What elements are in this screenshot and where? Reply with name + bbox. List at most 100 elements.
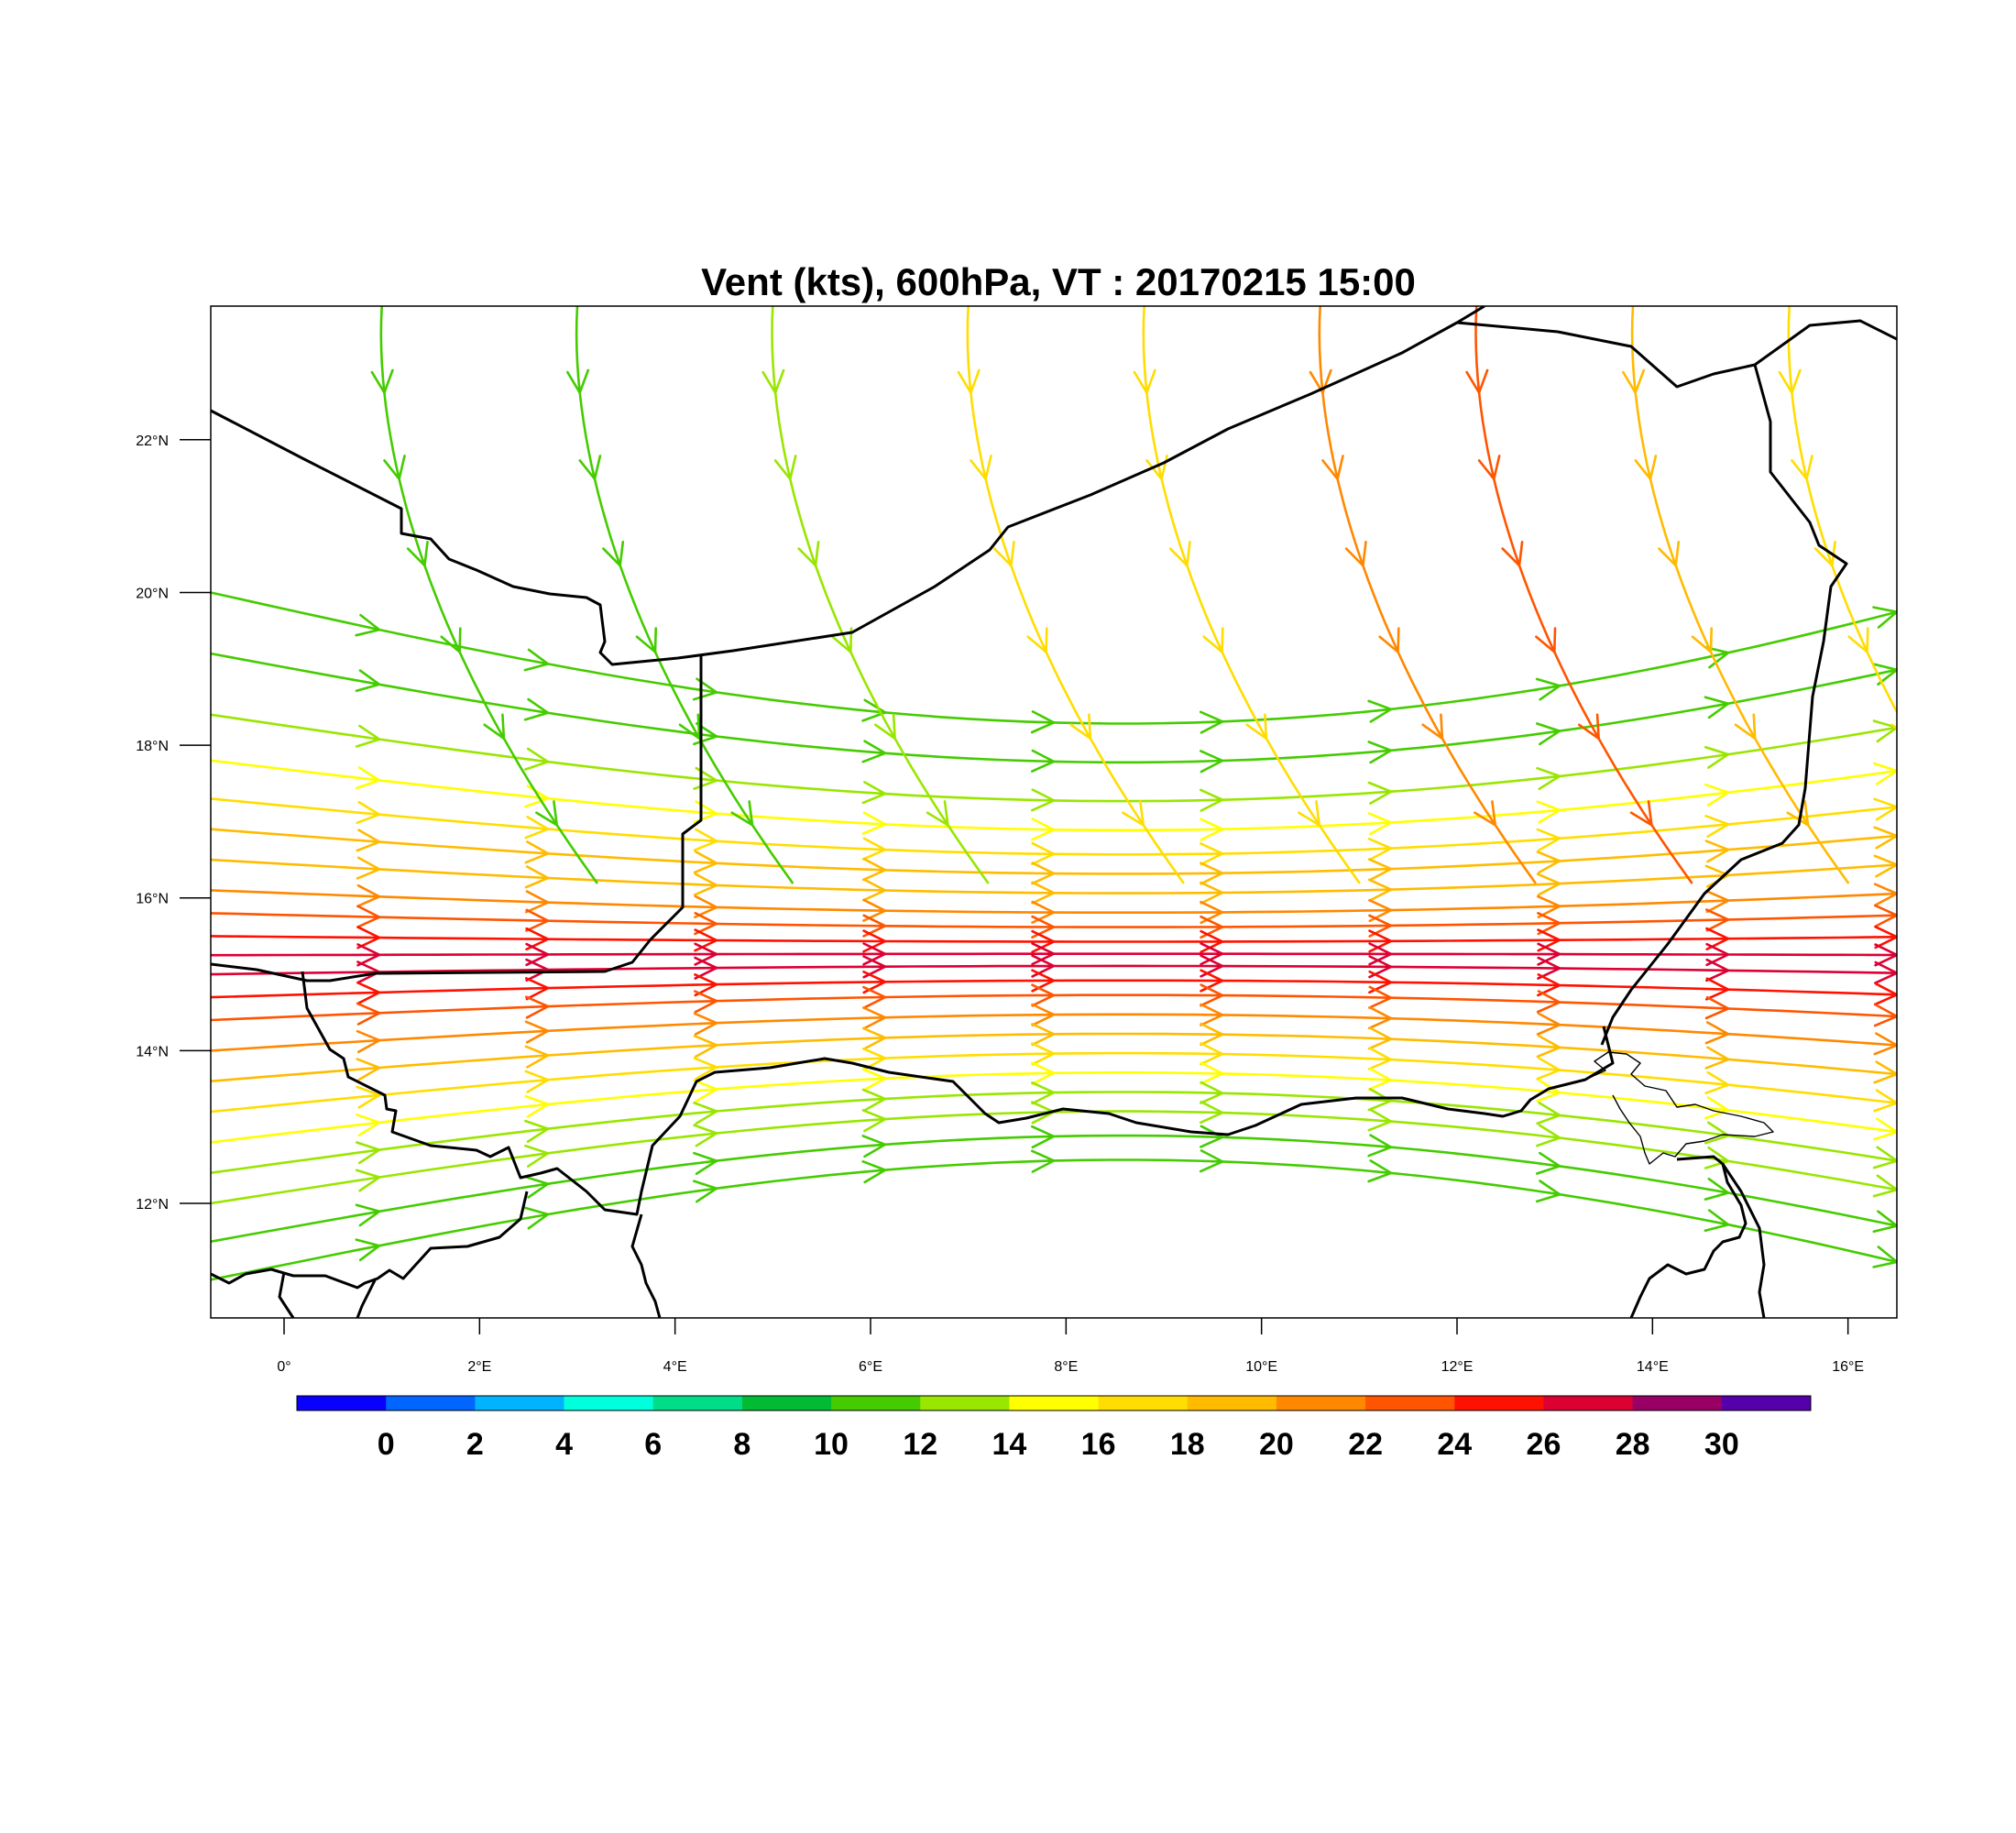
- border-benin-nigeria: [630, 1213, 662, 1318]
- wind-arrowhead: [1368, 1005, 1393, 1030]
- zonal-streamline: [211, 1013, 1897, 1052]
- wind-arrowhead: [1200, 1100, 1224, 1125]
- wind-arrowhead: [356, 1002, 381, 1026]
- colorbar-swatch: [386, 1396, 476, 1410]
- wind-arrowhead: [861, 698, 887, 722]
- wind-arrowhead: [1705, 942, 1730, 967]
- wind-arrowhead: [1537, 956, 1561, 980]
- wind-arrowhead: [1874, 904, 1897, 927]
- colorbar-swatch: [831, 1396, 921, 1410]
- wind-arrowhead: [730, 800, 754, 827]
- wind-arrowhead: [523, 697, 550, 721]
- wind-arrowhead: [1200, 1061, 1224, 1085]
- colorbar-label: 24: [1437, 1427, 1472, 1462]
- wind-arrowhead: [862, 971, 887, 994]
- wind-arrowhead: [356, 981, 381, 1005]
- wind-arrowhead: [1873, 883, 1897, 906]
- wind-arrowhead: [1704, 1121, 1730, 1145]
- wind-arrowhead: [1309, 368, 1332, 394]
- wind-arrowhead: [1368, 985, 1393, 1009]
- northerly-streamline: [1318, 306, 1537, 884]
- colorbar-swatch: [652, 1396, 743, 1410]
- wind-arrowhead: [1477, 455, 1501, 480]
- wind-arrowhead: [1200, 983, 1224, 1007]
- border-cameroon-chad: [1721, 1163, 1766, 1318]
- wind-arrowhead: [992, 541, 1015, 567]
- wind-arrowhead: [1200, 929, 1224, 953]
- wind-arrowhead: [1378, 627, 1400, 653]
- wind-arrowhead: [1367, 858, 1393, 882]
- wind-arrowhead: [524, 865, 550, 889]
- wind-arrowhead: [1031, 1081, 1056, 1105]
- colorbar-swatch: [1276, 1396, 1366, 1410]
- wind-arrowhead: [1873, 1117, 1897, 1141]
- wind-arrowhead: [1873, 1089, 1897, 1113]
- lat-tick-label: 16°N: [136, 892, 169, 907]
- wind-arrowhead: [1367, 699, 1393, 723]
- wind-arrowhead: [693, 851, 718, 874]
- wind-arrowhead: [1031, 818, 1056, 841]
- northerly-streamline: [1474, 306, 1693, 884]
- wind-arrowhead: [355, 1203, 381, 1227]
- wind-arrowhead: [1536, 1151, 1561, 1175]
- wind-arrowhead: [355, 613, 381, 637]
- wind-arrowhead: [1368, 914, 1393, 938]
- wind-arrowhead: [1133, 368, 1156, 394]
- border-algeria-niger: [211, 306, 1485, 666]
- wind-arrowhead: [1536, 1102, 1561, 1125]
- wind-arrowhead: [693, 1079, 718, 1103]
- wind-arrowhead: [1536, 1012, 1561, 1036]
- wind-arrowhead: [524, 995, 550, 1019]
- wind-arrowhead: [693, 873, 718, 896]
- wind-arrowhead: [1536, 1034, 1561, 1059]
- wind-arrowhead: [1200, 750, 1224, 774]
- colorbar-swatch: [475, 1396, 565, 1410]
- wind-arrowhead: [861, 1160, 887, 1184]
- zonal-streamline: [211, 1071, 1897, 1144]
- wind-arrowhead: [1658, 541, 1681, 567]
- wind-arrowhead: [1536, 766, 1561, 790]
- wind-arrowhead: [356, 926, 381, 949]
- wind-arrowhead: [1872, 1246, 1897, 1268]
- wind-arrowhead: [694, 895, 718, 918]
- wind-arrowhead: [861, 740, 887, 763]
- wind-arrowhead: [1704, 995, 1730, 1020]
- wind-arrowhead: [1872, 1174, 1897, 1198]
- northerly-streamline: [575, 306, 794, 884]
- lat-tick-label: 14°N: [136, 1044, 169, 1059]
- wind-arrowhead: [694, 912, 718, 936]
- wind-arrowhead: [383, 455, 406, 480]
- wind-arrowhead: [356, 801, 381, 825]
- wind-arrowhead: [862, 898, 887, 922]
- longitude-axis: 0° 2°E 4°E 6°E 8°E 10°E 12°E 14°E 16°E: [277, 1318, 1864, 1375]
- wind-arrowhead: [694, 990, 718, 1014]
- wind-arrowhead: [970, 455, 992, 480]
- wind-arrowhead: [1873, 826, 1897, 850]
- wind-arrowhead: [1874, 943, 1897, 967]
- colorbar-label: 26: [1527, 1427, 1561, 1462]
- lon-tick-label: 14°E: [1637, 1359, 1669, 1375]
- wind-arrowhead: [1030, 710, 1056, 734]
- wind-arrowhead: [635, 627, 657, 653]
- wind-arrowhead: [356, 1141, 381, 1165]
- wind-arrowhead: [566, 368, 590, 394]
- wind-arrowhead: [693, 1102, 718, 1125]
- colorbar-swatch: [1009, 1396, 1100, 1410]
- wind-arrowhead: [693, 1151, 718, 1175]
- wind-arrowhead: [862, 1006, 887, 1030]
- wind-arrowhead: [370, 368, 394, 394]
- wind-arrowhead: [861, 1068, 887, 1092]
- wind-arrowhead: [1200, 818, 1224, 841]
- wind-arrowhead: [1122, 800, 1145, 827]
- wind-arrowhead: [1535, 677, 1561, 701]
- wind-arrowhead: [1536, 722, 1561, 746]
- wind-arrowhead: [831, 627, 853, 653]
- colorbar-label: 14: [992, 1427, 1026, 1462]
- wind-arrowhead: [1368, 878, 1393, 902]
- wind-arrowhead: [1536, 990, 1561, 1014]
- wind-arrowhead: [1031, 1003, 1056, 1026]
- lat-tick-label: 12°N: [136, 1197, 169, 1213]
- wind-arrowhead: [578, 455, 602, 480]
- wind-arrowhead: [1200, 1125, 1224, 1148]
